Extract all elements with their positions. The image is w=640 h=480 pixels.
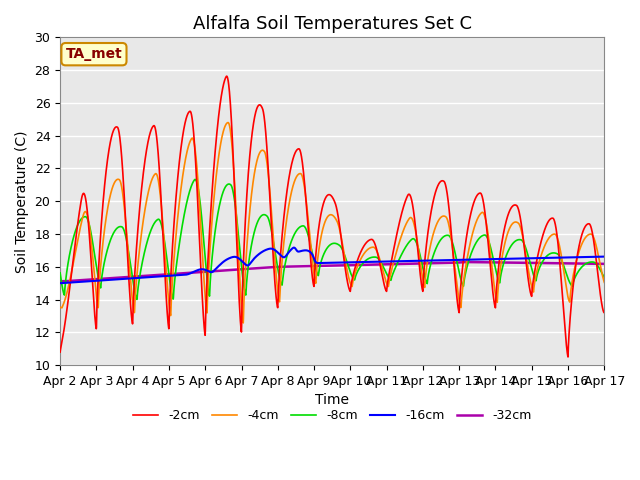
Legend: -2cm, -4cm, -8cm, -16cm, -32cm: -2cm, -4cm, -8cm, -16cm, -32cm: [128, 404, 536, 427]
Title: Alfalfa Soil Temperatures Set C: Alfalfa Soil Temperatures Set C: [193, 15, 472, 33]
Y-axis label: Soil Temperature (C): Soil Temperature (C): [15, 130, 29, 273]
Text: TA_met: TA_met: [65, 47, 122, 61]
X-axis label: Time: Time: [316, 394, 349, 408]
